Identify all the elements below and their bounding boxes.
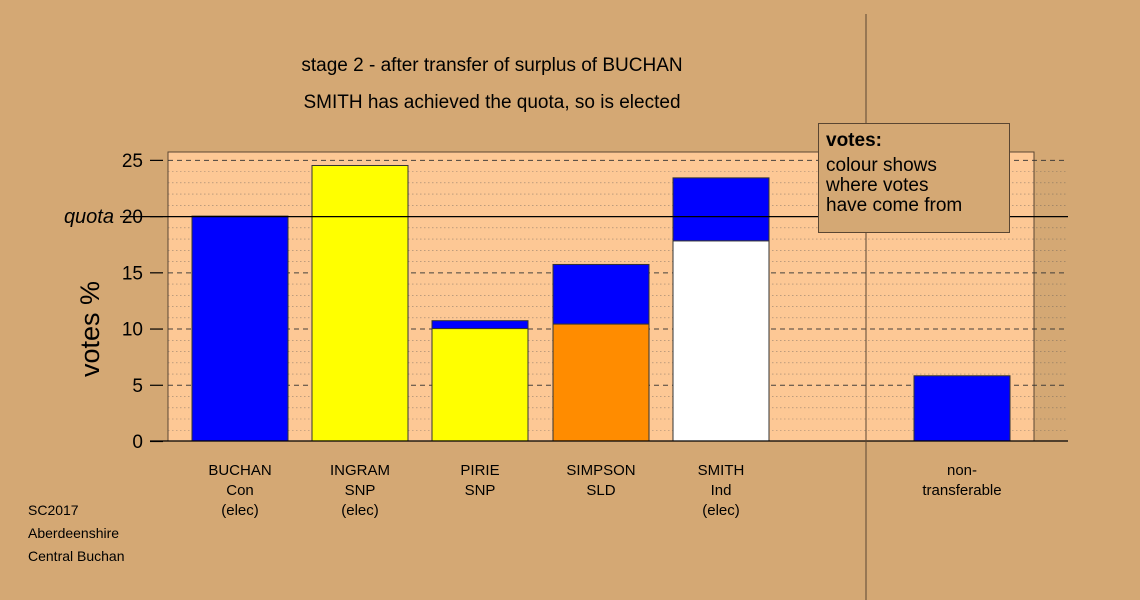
x-tick-label: (elec) xyxy=(341,502,379,519)
x-tick-label: PIRIE xyxy=(460,462,499,479)
bar-segment xyxy=(672,177,770,242)
x-tick-label: Ind xyxy=(711,482,732,499)
bar-segment xyxy=(431,328,529,442)
y-axis: 0 5 10 15 20 25 xyxy=(122,151,163,453)
x-tick-label: INGRAM xyxy=(330,462,390,479)
bars xyxy=(120,164,1068,442)
chart-title: stage 2 - after transfer of surplus of B… xyxy=(301,55,682,76)
y-tick-label: 20 xyxy=(122,207,143,228)
x-tick-label: BUCHAN xyxy=(208,462,271,479)
x-tick-label: SIMPSON xyxy=(566,462,635,479)
legend: votes: colour shows where votes have com… xyxy=(818,123,1010,233)
x-tick-label: non- xyxy=(947,462,977,479)
y-tick-label: 10 xyxy=(122,320,143,341)
y-tick-label: 5 xyxy=(132,376,143,397)
source-line-2: Aberdeenshire xyxy=(28,525,120,541)
legend-body: colour shows where votes have come from xyxy=(826,155,963,216)
x-tick-label: SNP xyxy=(465,482,496,499)
x-tick-label: transferable xyxy=(922,482,1001,499)
bar-segment xyxy=(552,263,650,325)
chart-subtitle: SMITH has achieved the quota, so is elec… xyxy=(303,92,680,113)
y-tick-label: 15 xyxy=(122,263,143,284)
quota-label: quota xyxy=(64,206,114,228)
x-axis-labels: BUCHAN Con (elec) INGRAM SNP (elec) PIRIE SNP SI… xyxy=(208,462,1001,519)
y-axis-label: votes % xyxy=(75,281,105,377)
bar-segment xyxy=(672,240,770,442)
y-tick-label: 25 xyxy=(122,151,143,172)
x-tick-label: SNP xyxy=(345,482,376,499)
bar-segment xyxy=(431,320,529,330)
bar-segment xyxy=(311,164,409,442)
x-tick-label: SLD xyxy=(586,482,615,499)
bar-segment xyxy=(552,323,650,442)
source-line-1: SC2017 xyxy=(28,502,79,518)
x-tick-label: (elec) xyxy=(702,502,740,519)
x-tick-label: SMITH xyxy=(698,462,745,479)
y-tick-label: 0 xyxy=(132,432,143,453)
x-tick-label: Con xyxy=(226,482,254,499)
bar-segment xyxy=(191,215,289,442)
legend-title: votes: xyxy=(826,130,882,151)
bar-segment xyxy=(913,375,1011,442)
source-line-3: Central Buchan xyxy=(28,548,125,564)
x-tick-label: (elec) xyxy=(221,502,259,519)
